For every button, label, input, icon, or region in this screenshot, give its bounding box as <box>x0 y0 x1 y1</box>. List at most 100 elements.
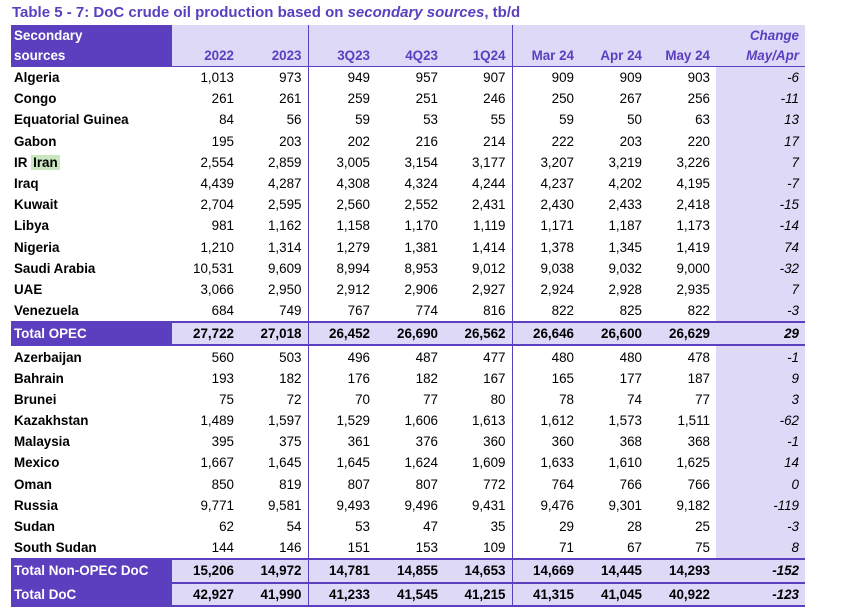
cell-value: 3,207 <box>540 154 574 170</box>
table-row: Libya 981 1,162 1,158 1,170 1,119 1,171 1,187 1,… <box>11 215 805 237</box>
cell-change: -1 <box>716 431 805 453</box>
cell-value: 176 <box>307 367 376 389</box>
cell-value: 4,308 <box>307 172 376 195</box>
cell-value: 4,439 <box>200 176 234 192</box>
cell-value: 9,038 <box>540 260 574 276</box>
cell-change: -14 <box>716 215 805 237</box>
cell-value: 26,690 <box>376 321 444 347</box>
cell-value: 4,202 <box>608 176 642 192</box>
cell-value: 56 <box>286 112 302 128</box>
cell-change: -6 <box>716 66 805 89</box>
cell-value: 15,206 <box>172 558 240 584</box>
cell-value: 1,414 <box>444 236 513 258</box>
cell-value: 376 <box>415 434 438 450</box>
cell-change: -7 <box>716 172 805 195</box>
non-opec-rows: Azerbaijan 560 503 496 487 477 480 480 478 -1 Bahr… <box>11 345 805 560</box>
cell-value: 2,906 <box>404 281 438 297</box>
cell-value: 182 <box>415 370 438 386</box>
cell-value: 41,990 <box>240 581 308 607</box>
cell-value: 9,431 <box>444 494 513 516</box>
cell-value: 487 <box>415 349 438 365</box>
cell-value: 63 <box>695 112 710 128</box>
table-row: South Sudan 144 146 151 153 109 71 67 75 8 <box>11 537 805 560</box>
cell-value: 14,972 <box>240 558 308 584</box>
table-row: Oman 850 819 807 807 772 764 766 766 0 <box>11 473 805 495</box>
table-row: Iraq 4,439 4,287 4,308 4,324 4,244 4,237 4,202 4… <box>11 172 805 195</box>
cell-value: 14,781 <box>307 558 376 584</box>
row-label: South Sudan <box>14 540 97 556</box>
cell-value: 1,162 <box>267 218 302 234</box>
cell-value: 9,609 <box>267 260 302 276</box>
cell-value: 477 <box>444 345 513 368</box>
cell-value: 4,287 <box>267 176 302 192</box>
row-label-highlight: Iran <box>31 154 60 170</box>
cell-value: 146 <box>279 540 302 556</box>
cell-value: 259 <box>307 88 376 110</box>
cell-value: 2,431 <box>444 194 513 216</box>
cell-value: 1,173 <box>676 218 710 234</box>
cell-value: 26,600 <box>580 321 648 347</box>
cell-change: 0 <box>716 473 805 495</box>
cell-value: 9,496 <box>404 497 438 513</box>
cell-value: 395 <box>211 434 234 450</box>
cell-change: -15 <box>716 194 805 216</box>
cell-value: 203 <box>619 133 642 149</box>
cell-value: 214 <box>444 130 513 152</box>
cell-value: 41,545 <box>376 581 444 607</box>
cell-value: 50 <box>627 112 642 128</box>
cell-value: 1,158 <box>307 215 376 237</box>
cell-value: 957 <box>415 69 438 85</box>
col-header: 1Q24 <box>444 45 513 67</box>
cell-value: 77 <box>695 391 710 407</box>
row-label: Mexico <box>14 455 60 471</box>
cell-value: 767 <box>307 300 376 323</box>
cell-value: 153 <box>415 540 438 556</box>
cell-value: 909 <box>551 69 574 85</box>
cell-value: 9,301 <box>608 497 642 513</box>
row-label: Oman <box>14 476 52 492</box>
row-label: Total Non-OPEC DoC <box>11 558 172 584</box>
cell-value: 177 <box>619 370 642 386</box>
cell-value: 26,646 <box>512 321 580 347</box>
cell-change: 13 <box>716 109 805 131</box>
cell-value: 246 <box>444 88 513 110</box>
row-label: Libya <box>14 218 49 234</box>
cell-value: 4,324 <box>404 176 438 192</box>
cell-change: 14 <box>716 452 805 474</box>
cell-value: 151 <box>307 537 376 560</box>
cell-value: 772 <box>444 473 513 495</box>
cell-value: 26,452 <box>307 321 376 347</box>
cell-value: 4,195 <box>676 176 710 192</box>
cell-value: 766 <box>687 476 710 492</box>
cell-value: 368 <box>619 434 642 450</box>
cell-value: 684 <box>211 303 234 319</box>
row-label: Kuwait <box>14 197 58 213</box>
cell-change: 7 <box>716 278 805 301</box>
total-opec-section: Total OPEC 27,722 27,018 26,452 26,690 26,562… <box>11 321 805 347</box>
cell-value: 187 <box>687 370 710 386</box>
cell-change: -62 <box>716 410 805 432</box>
cell-value: 1,314 <box>267 239 302 255</box>
cell-value: 764 <box>551 476 574 492</box>
cell-value: 496 <box>307 345 376 368</box>
cell-change: -1 <box>716 345 805 368</box>
cell-value: 2,912 <box>307 278 376 301</box>
cell-value: 41,215 <box>444 581 513 607</box>
header-label-line1: Secondary <box>11 25 172 45</box>
cell-change: 74 <box>716 236 805 258</box>
cell-value: 167 <box>444 367 513 389</box>
table-row: Malaysia 395 375 361 376 360 360 368 368 -1 <box>11 431 805 453</box>
cell-value: 27,722 <box>172 321 240 347</box>
cell-value: 3,005 <box>307 151 376 173</box>
header-label-line2: sources <box>11 45 172 67</box>
cell-value: 14,293 <box>648 558 716 584</box>
cell-value: 375 <box>279 434 302 450</box>
cell-value: 59 <box>559 112 574 128</box>
cell-value: 9,771 <box>200 497 234 513</box>
cell-value: 42,927 <box>172 581 240 607</box>
cell-value: 74 <box>627 391 642 407</box>
cell-value: 10,531 <box>193 260 234 276</box>
cell-value: 1,119 <box>444 215 513 237</box>
cell-value: 182 <box>279 370 302 386</box>
cell-value: 360 <box>551 434 574 450</box>
